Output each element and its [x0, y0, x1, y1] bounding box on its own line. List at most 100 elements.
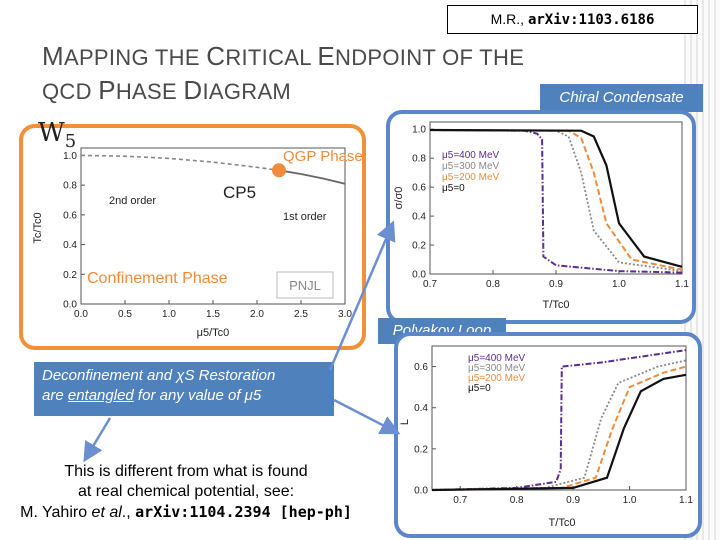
- x-tick-label: 1.0: [612, 279, 626, 290]
- y-tick-label: 1.0: [412, 125, 426, 136]
- comparison-line: M. Yahiro et al., arXiv:1104.2394 [hep-p…: [6, 502, 366, 523]
- series-line: [431, 373, 687, 492]
- comparison-line: This is different from what is found: [64, 463, 308, 480]
- title-cap: D: [183, 75, 203, 105]
- y-tick-label: 0.0: [63, 300, 77, 311]
- second-order-line: [80, 154, 280, 172]
- x-tick-label: 0.8: [486, 279, 500, 290]
- x-tick-label: 0.7: [453, 495, 467, 506]
- x-axis-label: T/Tc0: [543, 299, 570, 311]
- critical-point-marker: [272, 163, 286, 178]
- title-text: IAGRAM: [202, 79, 292, 104]
- y-axis-label: Tc/Tc0: [32, 212, 44, 243]
- x-tick-label: 0.8: [510, 495, 524, 506]
- y-tick-label: 0.8: [412, 154, 426, 165]
- note-text: are: [42, 387, 68, 404]
- legend-entry: μ5=200 MeV: [442, 172, 500, 183]
- first-order-line: [278, 169, 346, 185]
- x-tick-label: 1.0: [162, 309, 176, 320]
- entanglement-note: Deconfinement and χS Restoration are ent…: [34, 362, 334, 416]
- y-tick-label: 0.2: [63, 270, 77, 281]
- comparison-note: This is different from what is found at …: [6, 462, 366, 523]
- y-tick-label: 0.2: [414, 444, 428, 455]
- note-line: are entangled for any value of μ5: [42, 386, 326, 406]
- series-line: [429, 128, 683, 268]
- x-tick-label: 2.0: [250, 309, 264, 320]
- title-cap: C: [206, 41, 226, 71]
- y-tick-label: 0.4: [412, 212, 426, 223]
- reference-box: M.R., arXiv:1103.6186: [447, 5, 698, 34]
- phase-diagram-chart: 0.0 0.5 1.0 1.5 2.0 2.5 3.0 0.0 0.2 0.4 0.6 0.8 1.0 μ…: [32, 147, 363, 339]
- pnjl-box: [276, 271, 334, 299]
- x-tick-label: 1.0: [623, 495, 637, 506]
- comparison-text: M. Yahiro: [20, 504, 92, 521]
- title-cap: P: [98, 75, 116, 105]
- arrow-to-comparison: [83, 417, 112, 463]
- title-text: HASE: [115, 79, 184, 104]
- phase-diagram-panel: 0.0 0.5 1.0 1.5 2.0 2.5 3.0 0.0 0.2 0.4 0.6 0.8 1.0 μ…: [19, 124, 366, 350]
- y-axis-label: σ/σ0: [393, 187, 405, 210]
- legend-entry: μ5=400 MeV: [468, 353, 526, 364]
- legend-entry: μ5=300 MeV: [468, 363, 526, 374]
- x-tick-label: 0.9: [549, 279, 563, 290]
- w5-symbol: W5: [38, 118, 76, 152]
- legend-entry: μ5=400 MeV: [442, 150, 500, 161]
- x-tick-label: 0.0: [74, 309, 88, 320]
- pnjl-label: PNJL: [289, 278, 321, 293]
- x-tick-label: 3.0: [338, 309, 352, 320]
- y-tick-label: 0.8: [63, 181, 77, 192]
- ref-arxiv: arXiv:1103.6186: [527, 12, 655, 28]
- x-axis-label: μ5/Tc0: [197, 327, 230, 339]
- comparison-arxiv: arXiv:1104.2394 [hep-ph]: [135, 503, 352, 521]
- cp5-label: CP5: [223, 183, 256, 202]
- series-line: [431, 349, 687, 491]
- second-order-label: 2nd order: [109, 195, 156, 207]
- title-cap: E: [317, 41, 336, 71]
- y-tick-label: 0.6: [63, 210, 77, 221]
- x-tick-label: 1.1: [675, 279, 689, 290]
- polyakov-loop-chart: 0.7 0.8 0.9 1.0 1.1 0.0 0.2 0.4 0.6 T/Tc0 Lμ5=400 …: [399, 345, 693, 529]
- slide-title: MAPPING THE CRITICAL ENDPOINT OF THE QCD…: [42, 40, 524, 108]
- x-tick-label: 2.5: [294, 309, 308, 320]
- plot-frame: [431, 345, 687, 491]
- chiral-condensate-panel: 0.7 0.8 0.9 1.0 1.1 0.0 0.2 0.4 0.6 0.8 1.0 T/Tc0 σ/…: [386, 110, 696, 324]
- y-tick-label: 0.4: [414, 403, 428, 414]
- note-text: for any value of μ5: [133, 387, 262, 404]
- comparison-etal: et al: [91, 504, 122, 521]
- y-axis-label: L: [399, 419, 411, 425]
- title-text: RITICAL: [225, 45, 318, 70]
- x-tick-label: 0.9: [566, 495, 580, 506]
- note-underlined: entangled: [67, 387, 134, 404]
- x-tick-label: 0.7: [423, 279, 437, 290]
- title-text: APPING THE: [63, 45, 207, 70]
- chiral-condensate-chart: 0.7 0.8 0.9 1.0 1.1 0.0 0.2 0.4 0.6 0.8 1.0 T/Tc0 σ/…: [393, 121, 689, 311]
- y-tick-label: 0.6: [414, 362, 428, 373]
- title-text: QCD: [42, 79, 99, 104]
- legend-entry: μ5=0: [468, 383, 491, 394]
- y-tick-label: 1.0: [63, 151, 77, 162]
- title-cap: M: [42, 41, 64, 71]
- legend-entry: μ5=0: [442, 183, 465, 194]
- x-axis-label: T/Tc0: [549, 517, 576, 529]
- y-tick-label: 0.6: [412, 183, 426, 194]
- w-subscript: 5: [64, 131, 77, 153]
- y-tick-label: 0.0: [412, 270, 426, 281]
- w-letter: W: [38, 118, 65, 148]
- x-tick-label: 1.1: [679, 495, 693, 506]
- x-tick-label: 1.5: [206, 309, 220, 320]
- y-tick-label: 0.0: [414, 486, 428, 497]
- arrow-to-chiral: [328, 220, 396, 371]
- confinement-phase-label: Confinement Phase: [87, 270, 228, 287]
- comparison-text: .,: [121, 504, 136, 521]
- y-tick-label: 0.4: [63, 240, 77, 251]
- ref-author: M.R.,: [490, 11, 528, 27]
- chiral-condensate-label: Chiral Condensate: [540, 84, 703, 112]
- legend-entry: μ5=200 MeV: [468, 373, 526, 384]
- legend-entry: μ5=300 MeV: [442, 161, 500, 172]
- arrow-to-polyakov: [333, 398, 401, 435]
- comparison-line: at real chemical potential, see:: [77, 483, 295, 500]
- qgp-phase-label: QGP Phase: [283, 148, 362, 165]
- note-line: Deconfinement and χS Restoration: [42, 367, 276, 384]
